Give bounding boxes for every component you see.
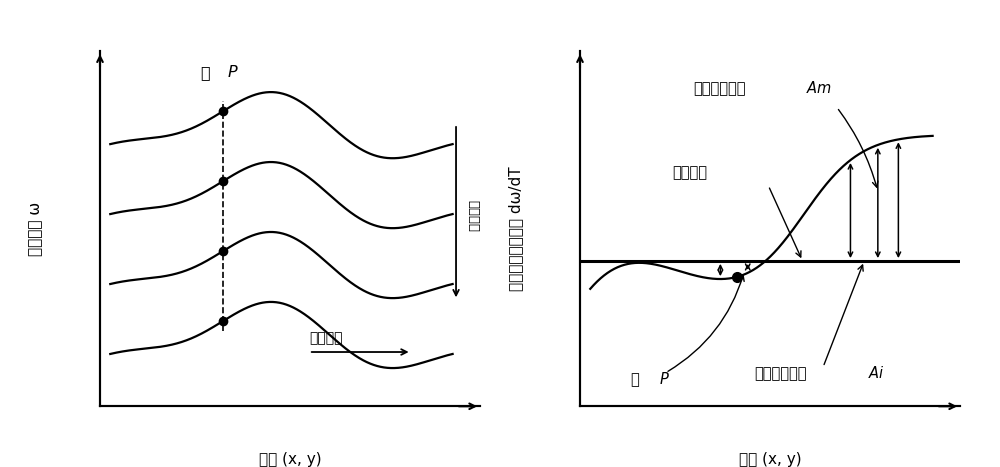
Text: $\mathit{P}$: $\mathit{P}$ xyxy=(227,64,238,80)
Text: 约束影响: 约束影响 xyxy=(672,165,707,180)
Text: 拉曼频率 ω: 拉曼频率 ω xyxy=(28,202,43,256)
Text: $\mathit{Am}$: $\mathit{Am}$ xyxy=(806,80,832,96)
Text: 表观温偏系数: 表观温偏系数 xyxy=(693,81,745,96)
Text: 点: 点 xyxy=(631,372,645,387)
Text: $\mathit{P}$: $\mathit{P}$ xyxy=(659,371,670,387)
Text: 均匀升温: 均匀升温 xyxy=(466,200,479,232)
Text: 位置 (x, y): 位置 (x, y) xyxy=(739,453,801,467)
Text: 拉曼扫描: 拉曼扫描 xyxy=(309,332,342,346)
Text: 拉曼温度偏移系数 dω/dT: 拉曼温度偏移系数 dω/dT xyxy=(508,167,523,291)
Text: 本征温偏系数: 本征温偏系数 xyxy=(755,366,807,382)
Text: 位置 (x, y): 位置 (x, y) xyxy=(259,453,321,467)
Text: 点: 点 xyxy=(201,65,216,80)
Text: $\mathit{Ai}$: $\mathit{Ai}$ xyxy=(868,365,884,382)
